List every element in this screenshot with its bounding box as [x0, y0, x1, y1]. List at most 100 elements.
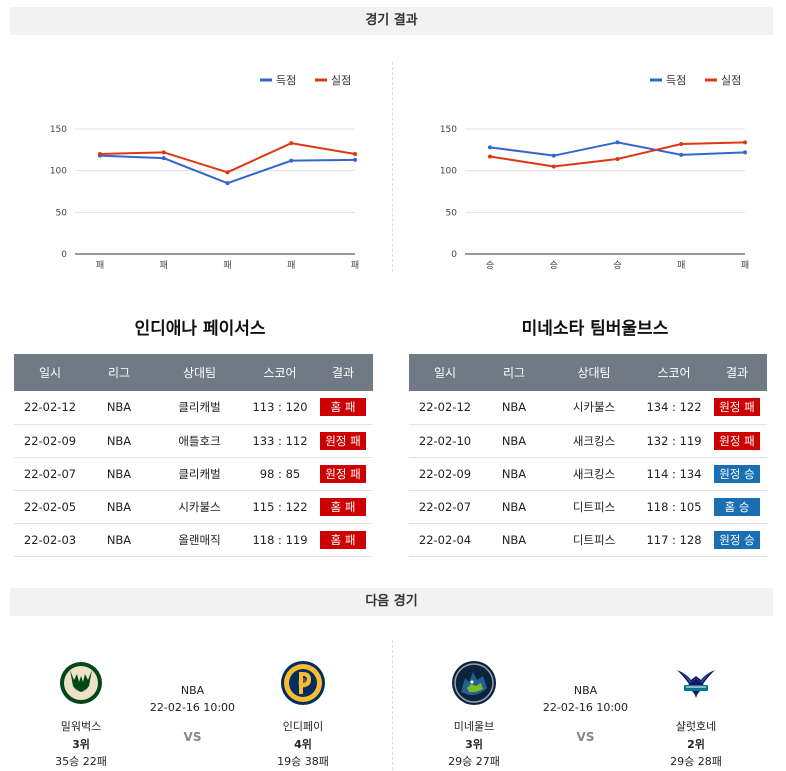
table-row: 22-02-07 NBA 디트피스 118 : 105 홈 승 — [409, 490, 767, 524]
col-result: 결과 — [707, 354, 767, 391]
cell-league: NBA — [86, 523, 152, 557]
cell-opponent: 새크킹스 — [547, 457, 641, 491]
cell-result: 원정 패 — [707, 424, 767, 458]
table-row: 22-02-03 NBA 올랜매직 118 : 119 홈 패 — [14, 523, 373, 557]
data-point — [353, 152, 357, 156]
next-match-left: 밀워벅스 3위 35승 22패 NBA 22-02-16 10:00 VS 인디… — [0, 652, 380, 770]
y-tick-label: 50 — [56, 208, 68, 218]
cell-score: 115 : 122 — [247, 490, 313, 524]
home-team[interactable]: 미네울브 3위 29승 27패 — [419, 652, 529, 769]
hornets-logo-icon — [677, 670, 715, 698]
col-date: 일시 — [14, 354, 86, 391]
away-team[interactable]: 샬럿호네 2위 29승 28패 — [641, 652, 751, 769]
team-record: 29승 28패 — [670, 755, 722, 768]
cell-date: 22-02-12 — [409, 391, 481, 425]
data-point — [488, 145, 492, 150]
cell-opponent: 새크킹스 — [547, 424, 641, 458]
cell-date: 22-02-07 — [14, 457, 86, 491]
cell-score: 113 : 120 — [247, 391, 313, 425]
table-row: 22-02-12 NBA 클리캐벌 113 : 120 홈 패 — [14, 391, 373, 425]
cell-score: 98 : 85 — [247, 457, 313, 491]
cell-league: NBA — [481, 424, 547, 458]
section-header-results: 경기 결과 — [10, 7, 773, 35]
results-table-left: 일시 리그 상대팀 스코어 결과 22-02-12 NBA 클리캐벌 113 : 12… — [14, 354, 373, 557]
table-row: 22-02-05 NBA 시카불스 115 : 122 홈 패 — [14, 490, 373, 524]
y-tick-label: 0 — [451, 250, 457, 260]
cell-league: NBA — [86, 457, 152, 491]
home-team[interactable]: 밀워벅스 3위 35승 22패 — [26, 652, 136, 769]
timberwolves-logo-icon — [452, 661, 496, 705]
y-tick-label: 150 — [440, 125, 457, 135]
cell-score: 132 : 119 — [641, 424, 707, 458]
chart-left: 0 50 100 150 패 패 패 패 패 득점 실점 — [5, 62, 385, 282]
pacers-logo-icon — [281, 661, 325, 705]
cell-opponent: 애틀호크 — [152, 424, 247, 458]
team-title-right: 미네소타 팀버울브스 — [521, 319, 669, 339]
away-team[interactable]: 인디페이 4위 19승 38패 — [248, 652, 358, 769]
line-chart: 0 50 100 150 패 패 패 패 패 득점 실점 — [50, 74, 359, 271]
cell-date: 22-02-09 — [409, 457, 481, 491]
cell-result: 홈 패 — [313, 391, 373, 425]
result-badge: 홈 패 — [320, 398, 366, 417]
table-row: 22-02-10 NBA 새크킹스 132 : 119 원정 패 — [409, 424, 767, 458]
cell-league: NBA — [481, 457, 547, 491]
result-badge: 홈 승 — [714, 497, 760, 516]
cell-league: NBA — [86, 424, 152, 458]
x-tick-label: 패 — [741, 260, 749, 271]
match-info: NBA 22-02-16 10:00 — [140, 684, 245, 714]
cell-result: 원정 승 — [707, 523, 767, 557]
team-title-left: 인디애나 페이서스 — [134, 319, 266, 339]
x-tick-label: 패 — [223, 260, 231, 271]
results-table-right: 일시 리그 상대팀 스코어 결과 22-02-12 NBA 시카불스 134 : 12… — [409, 354, 767, 557]
cell-date: 22-02-03 — [14, 523, 86, 557]
table-row: 22-02-04 NBA 디트피스 117 : 128 원정 승 — [409, 523, 767, 557]
result-badge: 원정 승 — [714, 530, 760, 549]
divider — [392, 640, 393, 770]
cell-league: NBA — [86, 391, 152, 425]
team-name: 샬럿호네 — [675, 720, 717, 733]
vs-label: VS — [183, 730, 202, 744]
team-rank: 3위 — [465, 738, 483, 751]
cell-score: 114 : 134 — [641, 457, 707, 491]
data-point — [225, 170, 230, 175]
bucks-logo-icon — [60, 662, 102, 704]
legend-label-scored: 득점 — [276, 74, 296, 87]
cell-result: 홈 승 — [707, 490, 767, 524]
data-point — [615, 140, 620, 145]
line-chart: 0 50 100 150 승 승 승 패 패 득점 실점 — [440, 74, 749, 271]
team-record: 29승 27패 — [448, 755, 500, 768]
cell-league: NBA — [86, 490, 152, 524]
col-opponent: 상대팀 — [152, 354, 247, 391]
data-point — [615, 157, 620, 161]
result-badge: 원정 패 — [320, 464, 366, 483]
cell-opponent: 디트피스 — [547, 523, 641, 557]
cell-opponent: 시카불스 — [547, 391, 641, 425]
cell-score: 134 : 122 — [641, 391, 707, 425]
col-result: 결과 — [313, 354, 373, 391]
data-point — [551, 164, 556, 169]
legend-label-scored: 득점 — [666, 74, 686, 87]
x-tick-label: 패 — [351, 260, 359, 271]
league-label: NBA — [180, 684, 205, 697]
cell-date: 22-02-09 — [14, 424, 86, 458]
team-record: 35승 22패 — [55, 755, 107, 768]
legend-label-conceded: 실점 — [331, 74, 351, 87]
data-point — [353, 157, 357, 162]
data-point — [225, 181, 230, 186]
cell-league: NBA — [481, 391, 547, 425]
data-point — [161, 150, 166, 155]
data-point — [289, 158, 294, 163]
vs-label: VS — [576, 730, 595, 744]
cell-opponent: 시카불스 — [152, 490, 247, 524]
x-tick-label: 패 — [287, 260, 295, 271]
col-score: 스코어 — [641, 354, 707, 391]
y-tick-label: 0 — [61, 250, 67, 260]
cell-opponent: 올랜매직 — [152, 523, 247, 557]
table-header-row: 일시 리그 상대팀 스코어 결과 — [409, 354, 767, 391]
result-badge: 홈 패 — [320, 530, 366, 549]
result-badge: 원정 패 — [320, 431, 366, 450]
y-tick-label: 50 — [446, 208, 458, 218]
result-badge: 원정 패 — [714, 398, 760, 417]
col-score: 스코어 — [247, 354, 313, 391]
data-point — [679, 142, 684, 146]
